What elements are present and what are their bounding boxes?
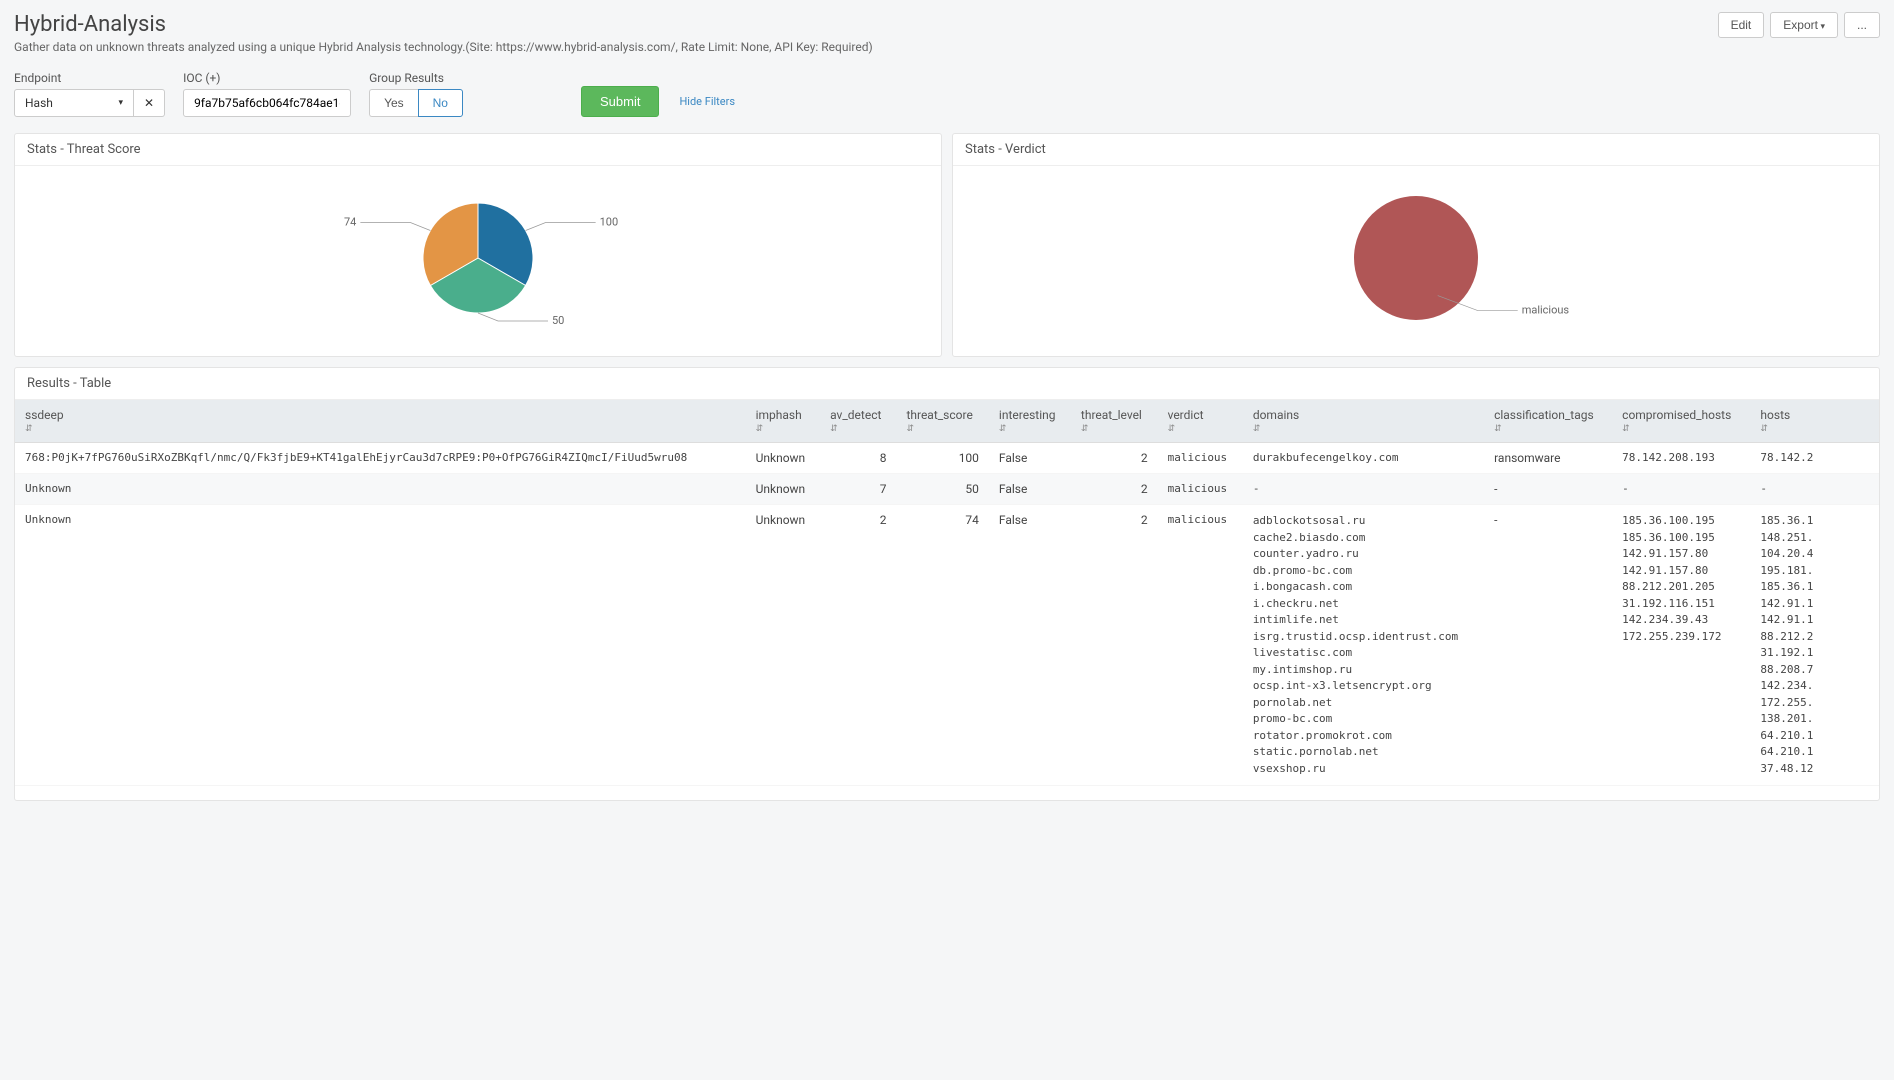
cell-ssdeep: Unknown bbox=[15, 474, 746, 505]
cell-threat_level: 2 bbox=[1071, 443, 1158, 474]
cell-imphash: Unknown bbox=[746, 443, 821, 474]
group-no-button[interactable]: No bbox=[418, 89, 463, 117]
column-header-hosts[interactable]: hosts⇵ bbox=[1750, 400, 1879, 443]
results-title: Results - Table bbox=[15, 368, 1879, 400]
ioc-label: IOC (+) bbox=[183, 71, 351, 85]
table-row[interactable]: UnknownUnknown274False2maliciousadblocko… bbox=[15, 505, 1879, 786]
svg-text:malicious: malicious bbox=[1522, 304, 1570, 317]
table-row[interactable]: UnknownUnknown750False2malicious---- bbox=[15, 474, 1879, 505]
chevron-down-icon: ▾ bbox=[118, 98, 123, 108]
cell-threat_score: 100 bbox=[896, 443, 988, 474]
column-header-interesting[interactable]: interesting⇵ bbox=[989, 400, 1071, 443]
svg-text:50: 50 bbox=[552, 314, 564, 327]
column-header-threat_level[interactable]: threat_level⇵ bbox=[1071, 400, 1158, 443]
cell-interesting: False bbox=[989, 505, 1071, 786]
export-button[interactable]: Export bbox=[1770, 12, 1838, 38]
column-header-ssdeep[interactable]: ssdeep⇵ bbox=[15, 400, 746, 443]
sort-icon: ⇵ bbox=[1168, 424, 1233, 434]
verdict-chart: malicious bbox=[1236, 176, 1596, 346]
sort-icon: ⇵ bbox=[1081, 424, 1148, 434]
cell-ssdeep: Unknown bbox=[15, 505, 746, 786]
header-actions: Edit Export ... bbox=[1718, 12, 1880, 38]
sort-icon: ⇵ bbox=[906, 424, 978, 434]
svg-text:74: 74 bbox=[344, 216, 356, 229]
column-header-threat_score[interactable]: threat_score⇵ bbox=[896, 400, 988, 443]
cell-interesting: False bbox=[989, 474, 1071, 505]
endpoint-value: Hash bbox=[25, 96, 53, 110]
column-header-domains[interactable]: domains⇵ bbox=[1243, 400, 1484, 443]
cell-classification_tags: - bbox=[1484, 505, 1612, 786]
cell-classification_tags: ransomware bbox=[1484, 443, 1612, 474]
edit-button[interactable]: Edit bbox=[1718, 12, 1765, 38]
close-icon: ✕ bbox=[144, 96, 154, 110]
sort-icon: ⇵ bbox=[1494, 424, 1602, 434]
cell-av_detect: 8 bbox=[820, 443, 896, 474]
cell-compromised_hosts: - bbox=[1612, 474, 1750, 505]
table-row[interactable]: 768:P0jK+7fPG760uSiRXoZBKqfl/nmc/Q/Fk3fj… bbox=[15, 443, 1879, 474]
threat-score-chart: 100 50 74 bbox=[298, 176, 658, 346]
cell-threat_level: 2 bbox=[1071, 474, 1158, 505]
column-header-compromised_hosts[interactable]: compromised_hosts⇵ bbox=[1612, 400, 1750, 443]
cell-verdict: malicious bbox=[1158, 474, 1243, 505]
endpoint-label: Endpoint bbox=[14, 71, 165, 85]
svg-text:100: 100 bbox=[600, 216, 619, 229]
cell-verdict: malicious bbox=[1158, 505, 1243, 786]
sort-icon: ⇵ bbox=[1253, 424, 1474, 434]
page-title: Hybrid-Analysis bbox=[14, 12, 166, 37]
cell-hosts: 185.36.1 148.251. 104.20.4 195.181. 185.… bbox=[1750, 505, 1879, 786]
sort-icon: ⇵ bbox=[1622, 424, 1740, 434]
column-header-imphash[interactable]: imphash⇵ bbox=[746, 400, 821, 443]
cell-threat_score: 74 bbox=[896, 505, 988, 786]
threat-score-panel: Stats - Threat Score 100 50 74 bbox=[14, 133, 942, 357]
cell-compromised_hosts: 78.142.208.193 bbox=[1612, 443, 1750, 474]
horizontal-scrollbar[interactable] bbox=[15, 786, 1879, 800]
sort-icon: ⇵ bbox=[756, 424, 811, 434]
cell-verdict: malicious bbox=[1158, 443, 1243, 474]
cell-av_detect: 7 bbox=[820, 474, 896, 505]
results-table: ssdeep⇵imphash⇵av_detect⇵threat_score⇵in… bbox=[15, 400, 1879, 786]
cell-threat_score: 50 bbox=[896, 474, 988, 505]
cell-compromised_hosts: 185.36.100.195 185.36.100.195 142.91.157… bbox=[1612, 505, 1750, 786]
submit-button[interactable]: Submit bbox=[581, 86, 659, 117]
group-label: Group Results bbox=[369, 71, 463, 85]
cell-av_detect: 2 bbox=[820, 505, 896, 786]
cell-imphash: Unknown bbox=[746, 505, 821, 786]
threat-score-title: Stats - Threat Score bbox=[15, 134, 941, 166]
more-button[interactable]: ... bbox=[1844, 12, 1880, 38]
sort-icon: ⇵ bbox=[999, 424, 1061, 434]
verdict-panel: Stats - Verdict malicious bbox=[952, 133, 1880, 357]
results-panel: Results - Table ssdeep⇵imphash⇵av_detect… bbox=[14, 367, 1880, 801]
cell-threat_level: 2 bbox=[1071, 505, 1158, 786]
column-header-classification_tags[interactable]: classification_tags⇵ bbox=[1484, 400, 1612, 443]
cell-domains: adblockotsosal.ru cache2.biasdo.com coun… bbox=[1243, 505, 1484, 786]
column-header-av_detect[interactable]: av_detect⇵ bbox=[820, 400, 896, 443]
filter-bar: Endpoint Hash ▾ ✕ IOC (+) Group Results … bbox=[14, 68, 1880, 117]
cell-ssdeep: 768:P0jK+7fPG760uSiRXoZBKqfl/nmc/Q/Fk3fj… bbox=[15, 443, 746, 474]
page-subtitle: Gather data on unknown threats analyzed … bbox=[14, 40, 1880, 54]
sort-icon: ⇵ bbox=[1760, 424, 1869, 434]
verdict-title: Stats - Verdict bbox=[953, 134, 1879, 166]
endpoint-clear-button[interactable]: ✕ bbox=[134, 89, 165, 117]
hide-filters-link[interactable]: Hide Filters bbox=[679, 95, 735, 108]
column-header-verdict[interactable]: verdict⇵ bbox=[1158, 400, 1243, 443]
sort-icon: ⇵ bbox=[25, 424, 736, 434]
endpoint-select[interactable]: Hash ▾ bbox=[14, 89, 134, 117]
cell-hosts: 78.142.2 bbox=[1750, 443, 1879, 474]
cell-hosts: - bbox=[1750, 474, 1879, 505]
sort-icon: ⇵ bbox=[830, 424, 886, 434]
cell-interesting: False bbox=[989, 443, 1071, 474]
cell-domains: durakbufecengelkoy.com bbox=[1243, 443, 1484, 474]
group-yes-button[interactable]: Yes bbox=[369, 89, 418, 117]
ioc-input[interactable] bbox=[183, 89, 351, 117]
cell-domains: - bbox=[1243, 474, 1484, 505]
cell-classification_tags: - bbox=[1484, 474, 1612, 505]
cell-imphash: Unknown bbox=[746, 474, 821, 505]
